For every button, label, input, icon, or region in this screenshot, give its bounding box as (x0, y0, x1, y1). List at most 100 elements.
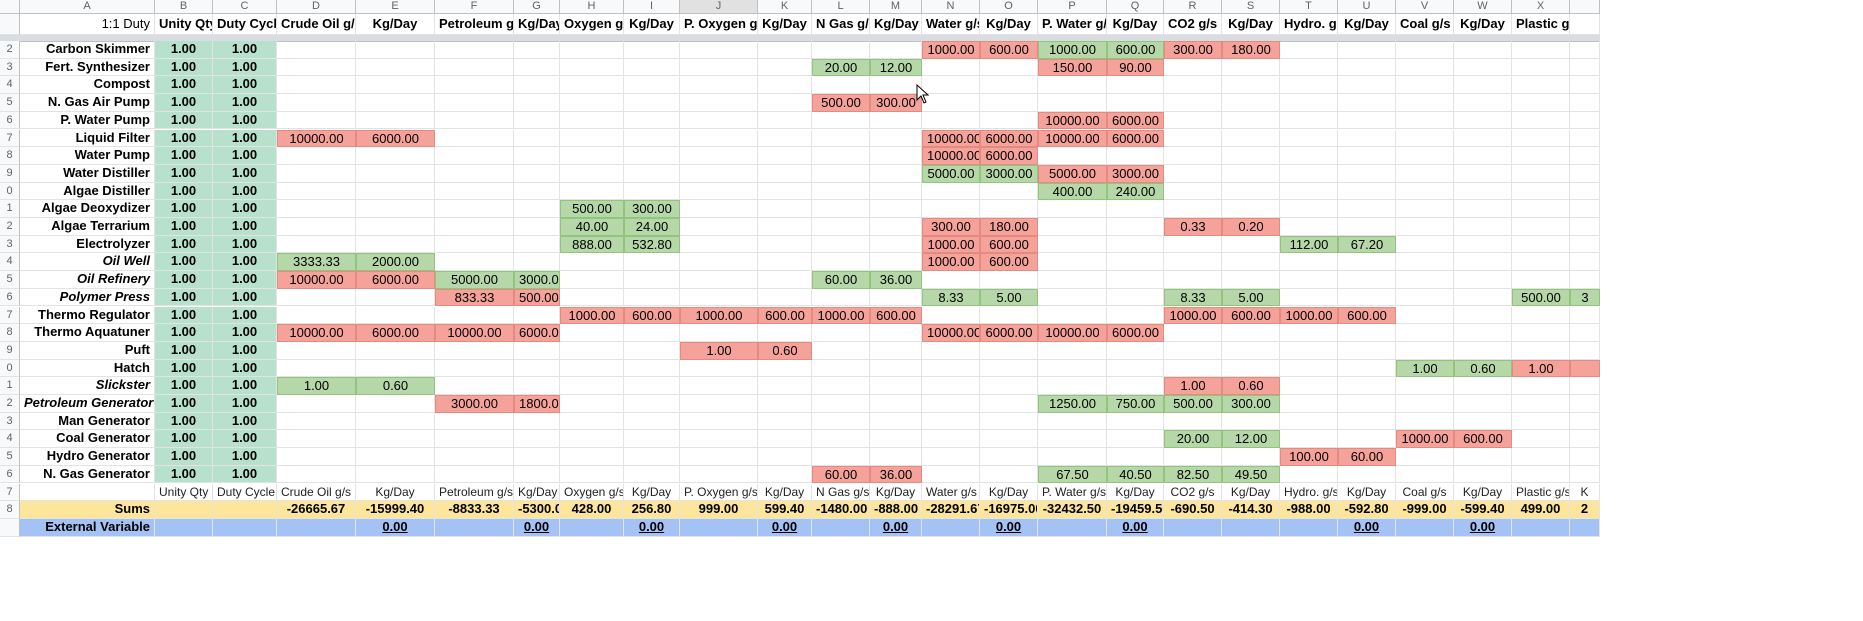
data-cell[interactable] (812, 76, 870, 95)
data-cell[interactable] (1570, 341, 1600, 360)
data-cell[interactable] (922, 306, 980, 325)
data-cell[interactable]: 3000.00 (435, 395, 514, 413)
data-cell[interactable] (980, 182, 1038, 201)
header-cell-Q[interactable]: Kg/Day (1107, 14, 1164, 35)
data-cell[interactable] (758, 324, 812, 342)
row-label[interactable]: Compost (20, 76, 155, 95)
data-cell[interactable] (1570, 253, 1600, 272)
data-cell[interactable] (870, 359, 922, 378)
row-label[interactable]: Electrolyzer (20, 235, 155, 254)
data-cell[interactable] (1164, 341, 1222, 360)
duty-cycle-cell[interactable]: 1.00 (213, 111, 277, 130)
data-cell[interactable] (1038, 200, 1107, 218)
data-cell[interactable]: 500.00 (1512, 288, 1570, 307)
row-label[interactable]: Coal Generator (20, 430, 155, 449)
data-cell[interactable] (812, 341, 870, 360)
data-cell[interactable] (758, 288, 812, 307)
row-number[interactable]: 7 (0, 483, 20, 502)
data-cell[interactable] (1164, 253, 1222, 272)
data-cell[interactable]: 300.00 (922, 218, 980, 236)
data-cell[interactable] (1338, 465, 1396, 484)
row-label[interactable]: Liquid Filter (20, 129, 155, 148)
row-label[interactable]: Water Distiller (20, 164, 155, 183)
data-cell[interactable] (1454, 448, 1512, 466)
data-cell[interactable] (356, 465, 435, 484)
sum-cell[interactable]: -690.50 (1164, 501, 1222, 519)
data-cell[interactable] (1280, 147, 1338, 165)
data-cell[interactable]: 6000.00 (356, 271, 435, 289)
external-variable-cell[interactable] (812, 518, 870, 537)
data-cell[interactable]: 2000.00 (356, 253, 435, 272)
data-cell[interactable] (1454, 412, 1512, 431)
data-cell[interactable]: 500.00 (812, 94, 870, 112)
sum-cell[interactable]: 256.80 (624, 501, 680, 519)
data-cell[interactable] (1570, 58, 1600, 77)
data-cell[interactable] (435, 111, 514, 130)
data-cell[interactable] (1338, 288, 1396, 307)
row-number[interactable]: 5 (0, 448, 20, 466)
data-cell[interactable] (1107, 94, 1164, 112)
data-cell[interactable] (514, 465, 560, 484)
data-cell[interactable]: 600.00 (980, 253, 1038, 272)
data-cell[interactable]: 750.00 (1107, 395, 1164, 413)
data-cell[interactable]: 1000.00 (1396, 430, 1454, 449)
header-cell-O[interactable]: Kg/Day (980, 14, 1038, 35)
unity-qty-cell[interactable]: 1.00 (155, 76, 213, 95)
data-cell[interactable]: 60.00 (812, 465, 870, 484)
data-cell[interactable] (1222, 359, 1280, 378)
data-cell[interactable] (560, 41, 624, 59)
data-cell[interactable]: 10000.00 (277, 129, 356, 148)
data-cell[interactable]: 600.00 (624, 306, 680, 325)
data-cell[interactable] (356, 200, 435, 218)
data-cell[interactable]: 1000.00 (680, 306, 758, 325)
data-cell[interactable]: 8.33 (1164, 288, 1222, 307)
data-cell[interactable] (435, 200, 514, 218)
data-cell[interactable] (680, 465, 758, 484)
data-cell[interactable] (1164, 182, 1222, 201)
data-cell[interactable]: 1000.00 (812, 306, 870, 325)
data-cell[interactable]: 6000.00 (980, 324, 1038, 342)
data-cell[interactable] (1512, 58, 1570, 77)
data-cell[interactable] (680, 448, 758, 466)
data-cell[interactable] (758, 448, 812, 466)
data-cell[interactable] (1512, 41, 1570, 59)
data-cell[interactable] (758, 147, 812, 165)
data-cell[interactable] (1396, 324, 1454, 342)
external-variable-cell[interactable] (155, 518, 213, 537)
data-cell[interactable] (1038, 288, 1107, 307)
data-cell[interactable]: 5000.00 (1038, 164, 1107, 183)
external-variable-cell[interactable] (1164, 518, 1222, 537)
data-cell[interactable] (870, 218, 922, 236)
data-cell[interactable] (277, 200, 356, 218)
data-cell[interactable] (435, 377, 514, 395)
column-header-G[interactable]: G (514, 0, 560, 14)
data-cell[interactable] (680, 111, 758, 130)
data-cell[interactable] (1280, 200, 1338, 218)
data-cell[interactable] (1222, 164, 1280, 183)
data-cell[interactable] (356, 58, 435, 77)
sum-cell[interactable]: -414.30 (1222, 501, 1280, 519)
data-cell[interactable] (812, 324, 870, 342)
data-cell[interactable] (1107, 359, 1164, 378)
unity-qty-cell[interactable]: 1.00 (155, 111, 213, 130)
data-cell[interactable] (277, 147, 356, 165)
column-header-C[interactable]: C (213, 0, 277, 14)
duty-cycle-cell[interactable]: 1.00 (213, 164, 277, 183)
data-cell[interactable] (514, 76, 560, 95)
data-cell[interactable] (1512, 147, 1570, 165)
data-cell[interactable]: 5.00 (1222, 288, 1280, 307)
data-cell[interactable] (1338, 200, 1396, 218)
external-variable-cell[interactable] (680, 518, 758, 537)
data-cell[interactable]: 1000.00 (922, 253, 980, 272)
data-cell[interactable] (514, 200, 560, 218)
data-cell[interactable] (680, 271, 758, 289)
row-number[interactable]: 7 (0, 306, 20, 325)
data-cell[interactable] (870, 111, 922, 130)
data-cell[interactable] (624, 111, 680, 130)
data-cell[interactable] (1396, 76, 1454, 95)
data-cell[interactable] (435, 147, 514, 165)
data-cell[interactable] (1222, 94, 1280, 112)
data-cell[interactable]: 60.00 (1338, 448, 1396, 466)
data-cell[interactable] (1570, 94, 1600, 112)
sum-cell[interactable]: -8833.33 (435, 501, 514, 519)
